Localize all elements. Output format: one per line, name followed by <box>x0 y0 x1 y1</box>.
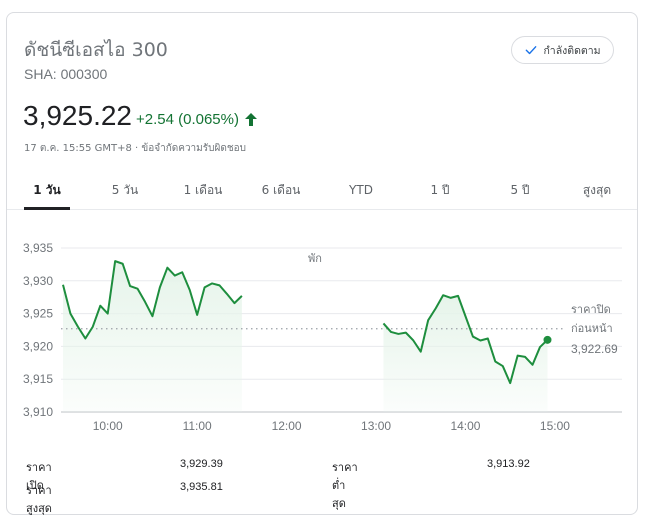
price-change: +2.54 (0.065%) <box>136 111 257 128</box>
stat-open-label: ราคาเปิด <box>26 461 52 492</box>
follow-button[interactable]: กำลังติดตาม <box>511 36 614 64</box>
x-tick-label: 13:00 <box>361 419 391 433</box>
series-line <box>382 294 549 385</box>
tab-max[interactable]: สูงสุด <box>582 183 612 197</box>
tab-ytd[interactable]: YTD <box>349 183 373 197</box>
y-tick-label: 3,935 <box>23 241 53 255</box>
y-tick-label: 3,920 <box>23 339 53 353</box>
previous-close-label: ราคาปิด <box>571 303 611 316</box>
stat-low-label: ราคาต่ำสุด <box>332 461 358 510</box>
y-tick-label: 3,925 <box>23 307 53 321</box>
stock-card: ดัชนีซีเอสไอ 300 SHA: 000300 กำลังติดตาม… <box>6 12 638 515</box>
quote-timestamp: 17 ต.ค. 15:55 GMT+8 · ข้อจำกัดความรับผิด… <box>24 143 246 154</box>
y-tick-label: 3,930 <box>23 274 53 288</box>
tab-1-month[interactable]: 1 เดือน <box>183 183 223 197</box>
tab-5-day[interactable]: 5 วัน <box>111 183 139 197</box>
tab-1-day[interactable]: 1 วัน <box>24 178 70 210</box>
stat-open-value: 3,929.39 <box>180 458 223 470</box>
stat-low-value: 3,913.92 <box>487 458 530 470</box>
tab-1-year[interactable]: 1 ปี <box>430 183 450 197</box>
up-arrow-icon <box>245 113 257 126</box>
x-tick-label: 14:00 <box>450 419 480 433</box>
stat-high-label: ราคาสูงสุด <box>26 484 52 515</box>
x-tick-label: 11:00 <box>183 419 212 433</box>
current-price: 3,925.22 <box>23 100 132 131</box>
previous-close-label-line2: ก่อนหน้า <box>571 322 613 335</box>
series-area <box>63 261 242 412</box>
follow-button-label: กำลังติดตาม <box>543 44 601 57</box>
tab-5-year[interactable]: 5 ปี <box>510 183 530 197</box>
check-icon <box>526 46 537 55</box>
y-tick-label: 3,915 <box>23 372 53 386</box>
lunch-break-label: พัก <box>308 252 322 265</box>
last-price-marker <box>543 335 552 344</box>
series-line <box>62 260 243 340</box>
index-title: ดัชนีซีเอสไอ 300 <box>24 39 168 61</box>
range-tabs: 1 วัน 5 วัน 1 เดือน 6 เดือน YTD 1 ปี 5 ป… <box>7 173 637 210</box>
x-tick-label: 10:00 <box>93 419 123 433</box>
x-tick-label: 12:00 <box>272 419 302 433</box>
series-area <box>383 295 548 412</box>
x-tick-label: 15:00 <box>540 419 570 433</box>
previous-close-value: 3,922.69 <box>571 342 618 356</box>
tab-6-month[interactable]: 6 เดือน <box>261 183 301 197</box>
stat-high-value: 3,935.81 <box>180 481 223 493</box>
price-change-text: +2.54 (0.065%) <box>136 111 239 128</box>
ticker-symbol: SHA: 000300 <box>24 66 108 82</box>
y-tick-label: 3,910 <box>23 405 53 419</box>
